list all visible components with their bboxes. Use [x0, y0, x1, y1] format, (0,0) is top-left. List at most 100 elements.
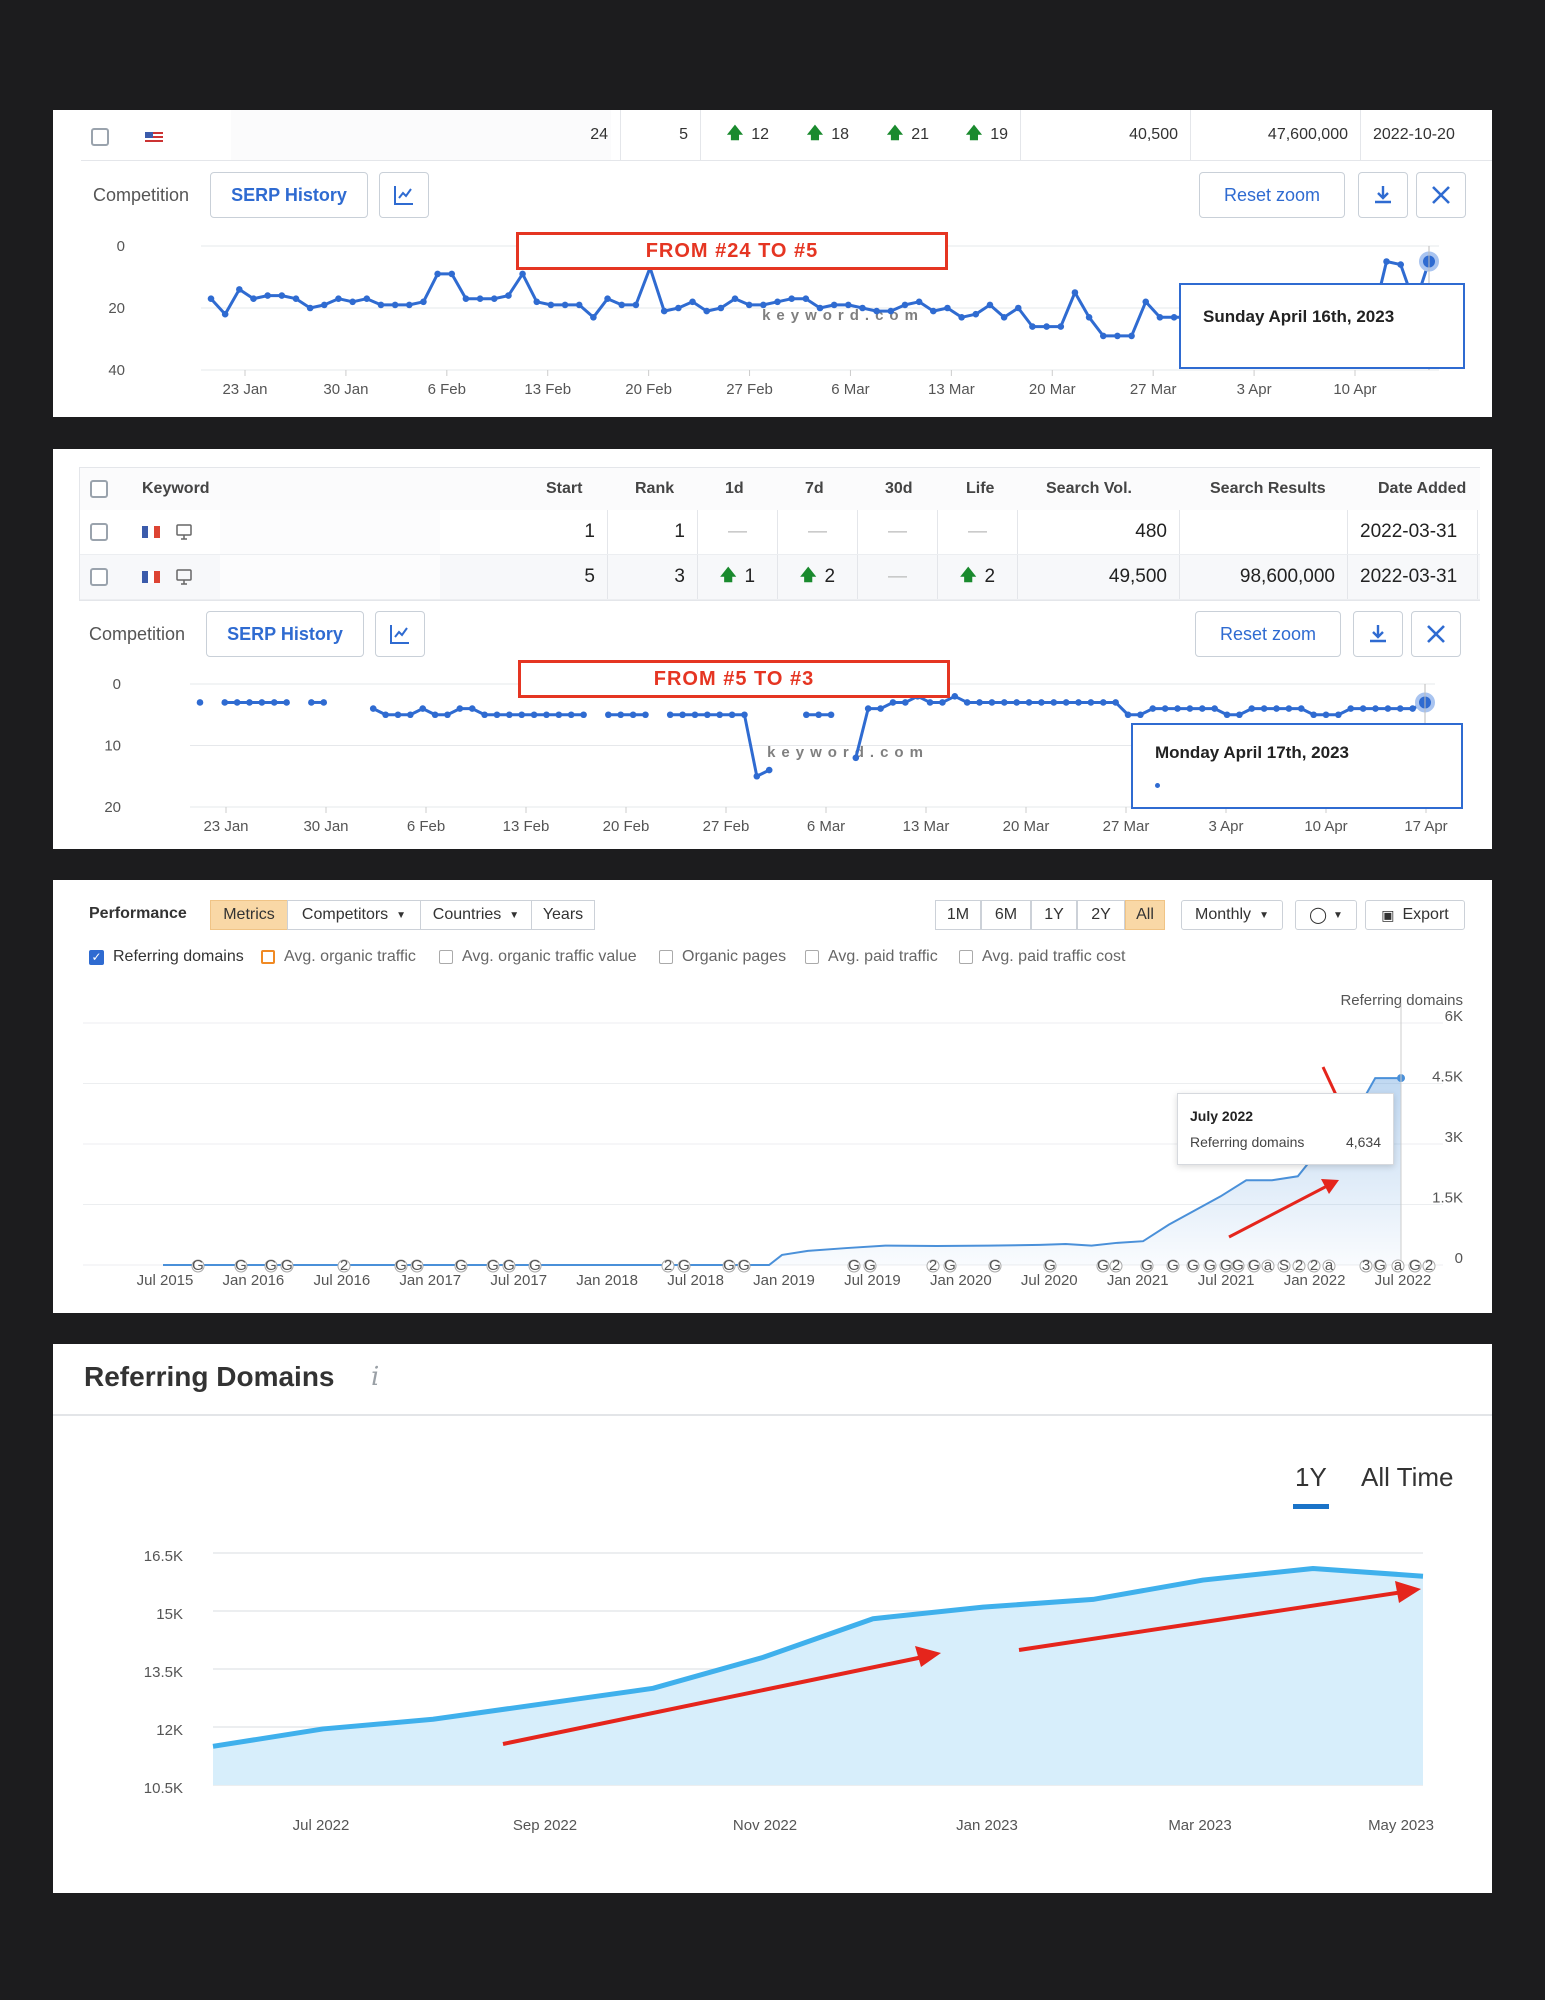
event-marker-label: G	[529, 1257, 541, 1274]
row-checkbox[interactable]	[90, 523, 108, 541]
event-marker-label: G	[1167, 1257, 1179, 1274]
range-6m[interactable]: 6M	[981, 900, 1031, 930]
select-all-checkbox[interactable]	[90, 480, 108, 498]
data-point	[1211, 705, 1218, 712]
serp-history-button[interactable]: SERP History	[206, 611, 364, 657]
table-row: 1 1 — — — — 480 2022-03-31	[80, 510, 1480, 555]
data-point	[236, 286, 243, 293]
rank-tracker-panel-1: 24 5 🡅 12 🡅 18 🡅 21 🡅 19 40,500 47,600,000 2…	[53, 110, 1492, 417]
interval-select[interactable]: Monthly ▼	[1181, 900, 1283, 930]
data-point	[490, 295, 498, 302]
data-point	[1043, 323, 1050, 330]
data-point	[233, 699, 241, 706]
download-button[interactable]	[1353, 611, 1403, 657]
header-date-added[interactable]: Date Added	[1378, 480, 1467, 497]
cell-value: 98,600,000	[1239, 566, 1335, 587]
comment-menu-button[interactable]: ◯ ▼	[1295, 900, 1357, 930]
range-tab-all-time[interactable]: All Time	[1361, 1462, 1454, 1492]
data-point	[580, 711, 587, 719]
keyword-row: 24 5 🡅 12 🡅 18 🡅 21 🡅 19 40,500 47,600,000 2…	[81, 110, 1492, 161]
y-tick-label: 4.5K	[1432, 1069, 1463, 1086]
cell-search_results: 98,600,000	[1180, 555, 1348, 599]
data-point	[567, 711, 575, 719]
x-tick-label: 20 Feb	[603, 818, 650, 835]
row-checkbox[interactable]	[90, 568, 108, 586]
arrow-up-icon: 🡅	[799, 566, 817, 584]
fr-flag-icon	[142, 571, 160, 583]
x-tick-label: Nov 2022	[733, 1817, 797, 1834]
close-icon	[1427, 625, 1445, 643]
close-button[interactable]	[1416, 172, 1466, 218]
data-point	[1013, 699, 1020, 706]
data-point	[1000, 314, 1008, 321]
chart-tooltip: July 2022 Referring domains 4,634	[1177, 1093, 1394, 1165]
metric-referring-domains[interactable]: ✓ Referring domains	[89, 948, 244, 966]
metric-organic-pages[interactable]: Organic pages	[659, 948, 786, 966]
data-point	[803, 711, 810, 719]
event-marker-label: G	[678, 1257, 690, 1274]
data-point	[1087, 699, 1095, 706]
data-point	[1050, 699, 1058, 706]
range-2y[interactable]: 2Y	[1077, 900, 1125, 930]
reset-zoom-button[interactable]: Reset zoom	[1199, 172, 1345, 218]
header-search-results[interactable]: Search Results	[1210, 480, 1326, 497]
cell-life: 🡅 2	[938, 555, 1018, 599]
reset-zoom-button[interactable]: Reset zoom	[1195, 611, 1341, 657]
header-rank[interactable]: Rank	[635, 480, 675, 497]
range-1m[interactable]: 1M	[935, 900, 981, 930]
serp-history-button[interactable]: SERP History	[210, 172, 368, 218]
header-start[interactable]: Start	[546, 480, 583, 497]
data-point	[1297, 705, 1305, 712]
metric-avg-organic-traffic[interactable]: Avg. organic traffic	[261, 948, 416, 966]
event-marker	[1043, 1259, 1057, 1273]
header-life[interactable]: Life	[966, 480, 995, 497]
tab-competitors[interactable]: Competitors ▼	[287, 900, 421, 930]
metric-avg-paid-traffic[interactable]: Avg. paid traffic	[805, 948, 938, 966]
x-tick-label: 3 Apr	[1237, 381, 1272, 398]
tab-countries[interactable]: Countries ▼	[420, 900, 532, 930]
chevron-down-icon: ▼	[1259, 909, 1269, 921]
rank-tracker-panel-2: Keyword Start Rank 1d 7d 30d Life Search…	[53, 449, 1492, 849]
chart-toggle-button[interactable]	[379, 172, 429, 218]
data-point	[666, 711, 674, 719]
range-1y[interactable]: 1Y	[1031, 900, 1077, 930]
y-tick-label: 16.5K	[144, 1548, 183, 1565]
data-point	[264, 292, 271, 299]
series-line	[212, 1565, 1424, 1749]
row-checkbox[interactable]	[91, 128, 109, 146]
range-tab-1y[interactable]: 1Y	[1293, 1462, 1329, 1509]
event-marker	[1408, 1259, 1422, 1273]
x-tick-label: Mar 2023	[1168, 1817, 1231, 1834]
info-icon: i	[371, 1362, 380, 1392]
chart-toggle-button[interactable]	[375, 611, 425, 657]
header-keyword[interactable]: Keyword	[142, 480, 210, 497]
data-point	[873, 307, 880, 315]
data-point	[728, 711, 736, 719]
life-cell: 🡅 19	[941, 110, 1021, 160]
data-point	[877, 705, 884, 712]
d7-cell: 🡅 18	[781, 110, 861, 160]
header-30d[interactable]: 30d	[885, 480, 913, 497]
metric-avg-organic-traffic-value[interactable]: Avg. organic traffic value	[439, 948, 637, 966]
range-all[interactable]: All	[1125, 900, 1165, 930]
series-line	[372, 707, 584, 717]
data-point	[419, 705, 427, 712]
y-tick-label: 15K	[156, 1606, 183, 1623]
date-added-cell: 2022-10-20	[1361, 110, 1491, 160]
data-point	[335, 295, 342, 302]
tab-competitors-label: Competitors	[301, 906, 389, 923]
cell-value: 2	[984, 566, 996, 587]
header-1d[interactable]: 1d	[725, 480, 744, 497]
tab-years[interactable]: Years	[531, 900, 595, 930]
metric-avg-paid-traffic-cost[interactable]: Avg. paid traffic cost	[959, 948, 1125, 966]
chevron-down-icon: ▼	[1333, 909, 1343, 921]
header-search-vol[interactable]: Search Vol.	[1046, 480, 1132, 497]
tab-metrics[interactable]: Metrics	[210, 900, 288, 930]
event-marker	[926, 1259, 940, 1273]
header-7d[interactable]: 7d	[805, 480, 824, 497]
data-point	[1142, 298, 1150, 306]
series-line	[163, 1077, 1401, 1266]
export-button[interactable]: ▣ Export	[1365, 900, 1465, 930]
close-button[interactable]	[1411, 611, 1461, 657]
download-button[interactable]	[1358, 172, 1408, 218]
